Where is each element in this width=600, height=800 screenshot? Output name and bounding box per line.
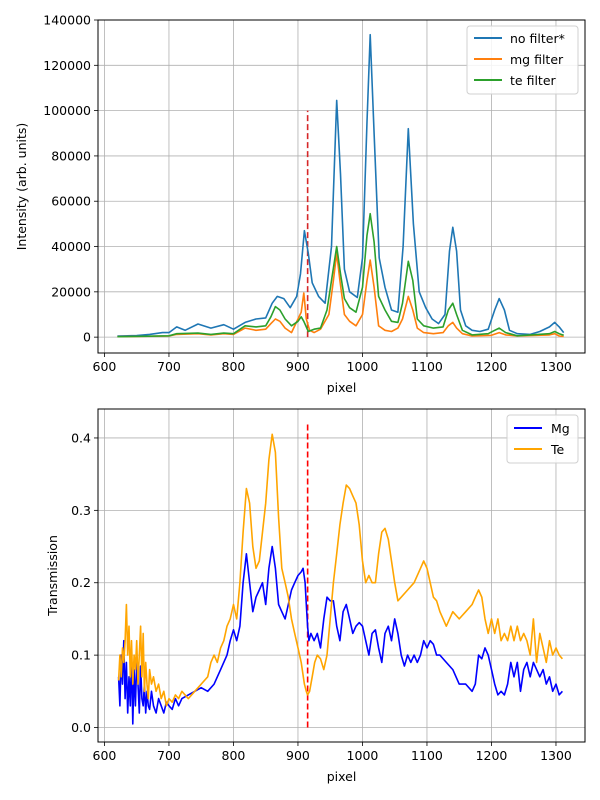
intensity-y-tick-label: 140000 [43, 13, 91, 28]
transmission-chart: 600 700 800 900 1000 1100 1200 1300 0.0 0.1 0.2 0.3… [45, 408, 586, 784]
transmission-x-tick-label: 1000 [347, 748, 379, 763]
intensity-x-tick-label: 1200 [476, 359, 508, 374]
intensity-x-axis-label: pixel [327, 380, 357, 395]
transmission-x-tick-label: 800 [222, 748, 246, 763]
intensity-y-tick-label: 20000 [51, 284, 91, 299]
transmission-plot-frame [97, 408, 586, 743]
transmission-series-lines [117, 433, 564, 725]
intensity-gridlines [98, 19, 585, 353]
intensity-series-line-no-filter [117, 33, 565, 337]
transmission-y-tick-label: 0.2 [71, 575, 91, 590]
intensity-chart: 600 700 800 900 1000 1100 1200 1300 0 20000 40000 6… [14, 13, 586, 395]
intensity-x-tick-label: 800 [222, 359, 246, 374]
intensity-legend: no filter* mg filter te filter [466, 25, 579, 95]
transmission-ticks: 600 700 800 900 1000 1100 1200 1300 0.0 0.1 0.2 0.3… [71, 430, 572, 763]
intensity-ticks: 600 700 800 900 1000 1100 1200 1300 0 20000 40000 6… [43, 13, 572, 375]
intensity-y-tick-label: 100000 [43, 103, 91, 118]
intensity-x-tick-label: 1000 [347, 359, 379, 374]
intensity-x-tick-label: 1100 [411, 359, 443, 374]
intensity-y-tick-label: 80000 [51, 148, 91, 163]
intensity-y-axis-label: Intensity (arb. units) [14, 123, 29, 251]
transmission-y-tick-label: 0.1 [71, 648, 91, 663]
transmission-x-tick-label: 700 [157, 748, 181, 763]
transmission-legend: Mg Te [506, 414, 579, 464]
transmission-x-tick-label: 900 [286, 748, 310, 763]
transmission-y-tick-label: 0.4 [71, 430, 91, 445]
intensity-y-tick-label: 60000 [51, 194, 91, 209]
transmission-x-tick-label: 1200 [476, 748, 508, 763]
legend-label-te-filter: te filter [510, 73, 557, 88]
transmission-x-tick-label: 1100 [411, 748, 443, 763]
intensity-series-lines [117, 33, 565, 338]
transmission-series-line-mg [117, 545, 563, 725]
intensity-x-tick-label: 600 [93, 359, 117, 374]
transmission-series-line-te [117, 433, 564, 707]
transmission-y-tick-label: 0.0 [71, 720, 91, 735]
transmission-x-tick-label: 1300 [540, 748, 572, 763]
intensity-series-line-mg-filter [117, 252, 564, 338]
intensity-y-tick-label: 40000 [51, 239, 91, 254]
intensity-x-tick-label: 700 [157, 359, 181, 374]
intensity-y-tick-label: 120000 [43, 58, 91, 73]
intensity-x-tick-label: 900 [286, 359, 310, 374]
legend-label-te: Te [550, 442, 565, 457]
legend-label-no-filter: no filter* [510, 31, 565, 46]
legend-label-mg-filter: mg filter [510, 52, 564, 67]
transmission-y-tick-label: 0.3 [71, 503, 91, 518]
intensity-series-line-te-filter [117, 212, 564, 338]
legend-label-mg: Mg [551, 421, 570, 436]
intensity-x-tick-label: 1300 [540, 359, 572, 374]
transmission-x-axis-label: pixel [327, 769, 357, 784]
intensity-y-tick-label: 0 [83, 330, 91, 345]
transmission-x-tick-label: 600 [93, 748, 117, 763]
intensity-plot-frame [97, 19, 586, 354]
intensity-legend-box [466, 25, 579, 95]
transmission-y-axis-label: Transmission [45, 535, 60, 617]
